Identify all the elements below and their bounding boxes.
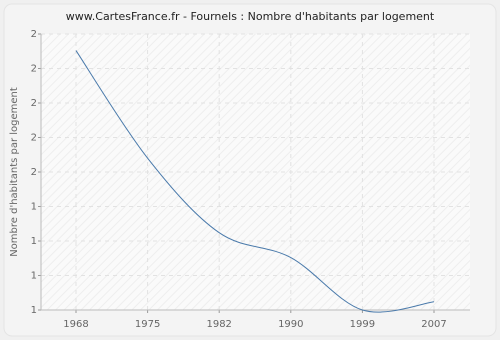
- x-tick-label: 1975: [135, 319, 160, 330]
- line: [75, 50, 435, 313]
- x-tick-label: 2007: [421, 319, 446, 330]
- chart-title: www.CartesFrance.fr - Fournels : Nombre …: [66, 10, 435, 23]
- y-tick-label: 1: [31, 305, 37, 316]
- y-tick-label: 1: [31, 202, 37, 213]
- x-tick-label: 1982: [206, 319, 231, 330]
- x-tick-label: 1990: [278, 319, 303, 330]
- x-tick-label: 1968: [63, 319, 88, 330]
- y-tick-label: 2: [31, 64, 37, 75]
- y-tick-label: 2: [31, 98, 37, 109]
- y-tick-label: 2: [31, 133, 37, 144]
- y-tick-label: 2: [31, 167, 37, 178]
- x-tick-label: 1999: [350, 319, 375, 330]
- plot-area: [41, 34, 470, 310]
- y-tick-label: 1: [31, 236, 37, 247]
- y-tick-label: 2: [31, 29, 37, 40]
- y-axis-label: Nombre d'habitants par logement: [9, 87, 20, 257]
- y-tick-label: 1: [31, 271, 37, 282]
